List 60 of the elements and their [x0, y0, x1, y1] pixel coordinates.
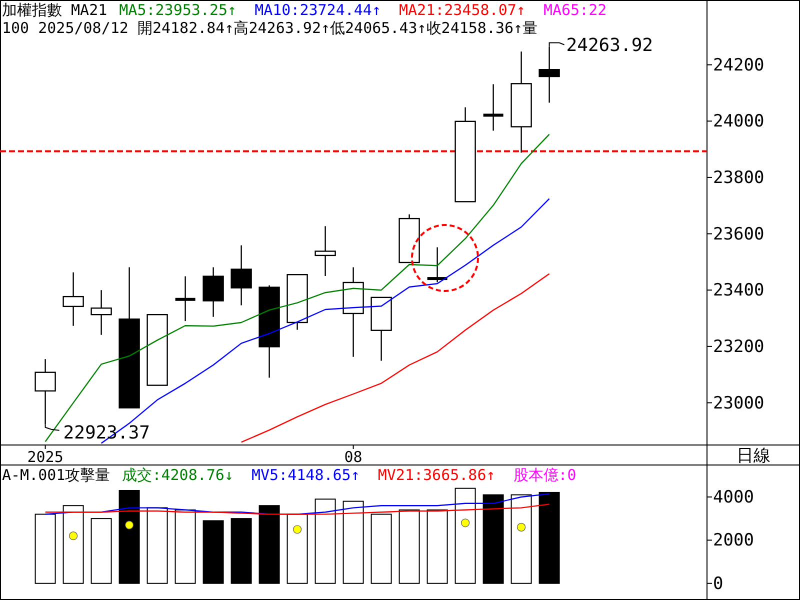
point — [293, 525, 302, 534]
series-label: MV21:3665.86↑ — [378, 466, 496, 484]
bar — [370, 514, 392, 584]
bar — [202, 520, 224, 584]
point — [517, 522, 526, 532]
text: MA10:23724.44↑ — [254, 1, 381, 19]
bar — [174, 509, 196, 584]
point — [461, 518, 470, 528]
candlestick — [175, 276, 196, 322]
bar — [538, 492, 560, 584]
y-tick-label: 0 — [713, 574, 724, 594]
bar — [454, 488, 476, 584]
bar — [314, 498, 336, 584]
bar — [426, 509, 448, 584]
chart-title: 加權指數 MA21 — [2, 1, 108, 19]
bar — [34, 514, 56, 584]
y-tick-label: 23200 — [713, 336, 764, 357]
legend-label: 股本億:0 — [513, 466, 576, 484]
y-tick-label: 4000 — [713, 487, 754, 508]
line-series — [240, 273, 550, 443]
text: 24263.92 — [566, 34, 654, 56]
bar — [146, 507, 168, 584]
candlestick — [90, 289, 112, 336]
y-tick-label: 23800 — [713, 168, 764, 188]
legend-label: MA65:22 — [543, 1, 607, 19]
chart-title: A-M.001攻擊量 — [2, 466, 110, 484]
series-label: 成交:4208.76↓ — [122, 466, 234, 484]
y-tick-label: 2000 — [713, 530, 754, 551]
x-tick-label: 2025 — [27, 448, 64, 466]
bar — [230, 518, 252, 584]
y-tick-label: 23000 — [713, 393, 764, 414]
series-label: MV5:4148.65↑ — [252, 466, 360, 484]
bar — [398, 509, 420, 584]
bar — [510, 494, 532, 584]
text: MA21:23458.07↑ — [399, 1, 526, 19]
candlestick — [230, 244, 252, 306]
bar — [118, 490, 140, 584]
bar — [258, 505, 280, 584]
bar — [286, 514, 308, 584]
candlestick — [62, 272, 84, 326]
x-tick-label: 08 — [344, 448, 362, 466]
y-tick-label: 24000 — [713, 112, 764, 132]
candlestick — [538, 46, 560, 104]
text: 日線 — [736, 446, 770, 466]
bar — [342, 500, 364, 584]
point — [125, 520, 134, 530]
y-tick-label: 24200 — [713, 55, 764, 76]
text: MA5:23953.25↑ — [119, 1, 237, 19]
y-tick-label: 23400 — [713, 280, 764, 301]
bar — [482, 494, 504, 584]
candlestick — [483, 84, 504, 132]
line-series — [44, 134, 550, 442]
line-series — [44, 504, 550, 515]
bar — [62, 505, 84, 584]
candlestick — [34, 358, 56, 425]
point — [69, 532, 78, 540]
bar — [90, 518, 112, 584]
text: 100 2025/08/12 開24182.84↑高24263.92↑低24065.43↑收24158.36↑量 — [2, 19, 538, 37]
candlestick — [314, 226, 336, 277]
y-tick-label: 23600 — [713, 224, 764, 244]
